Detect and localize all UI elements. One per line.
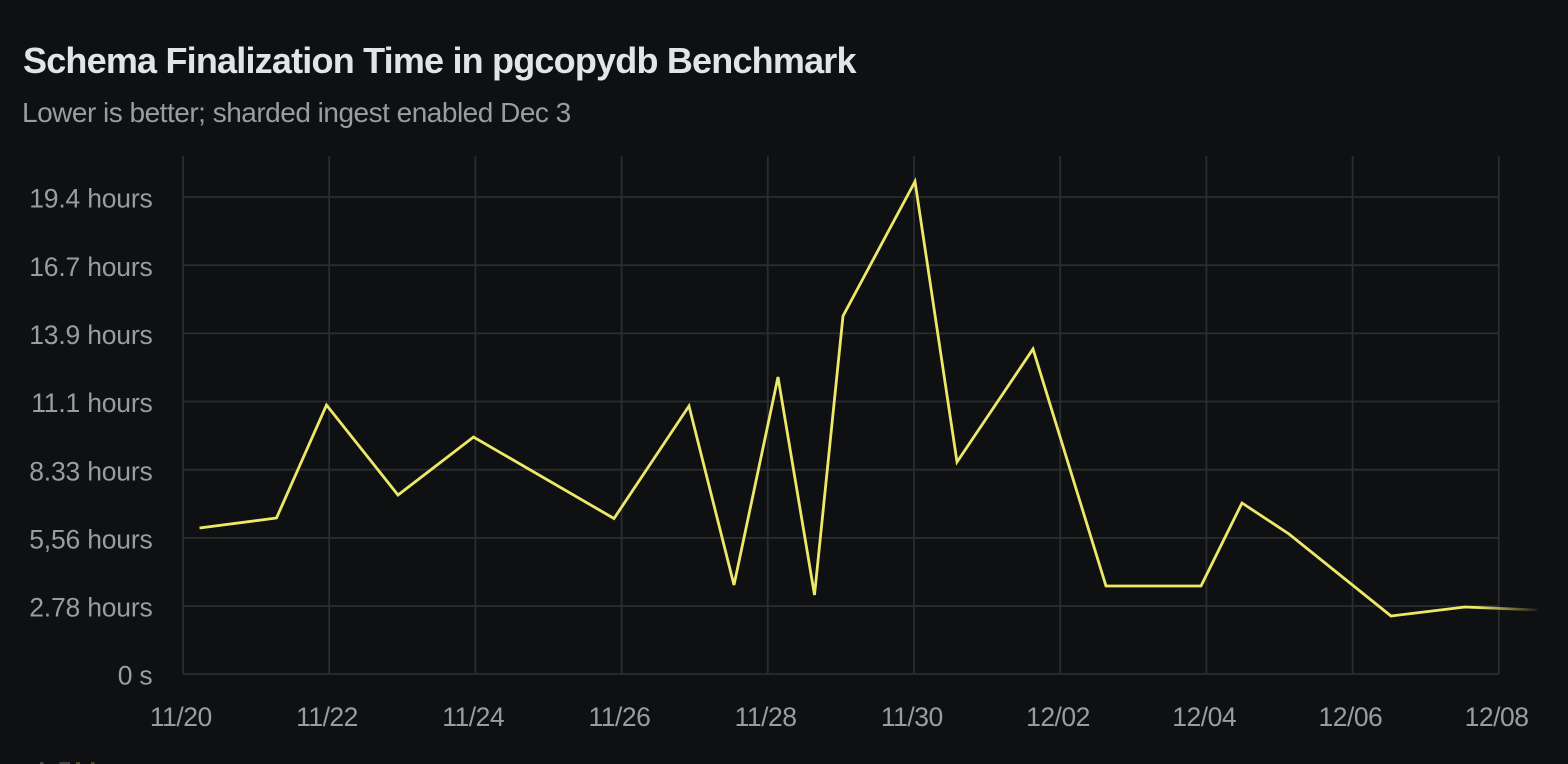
svg-text:13.9 hours: 13.9 hours [29, 320, 152, 350]
svg-text:16.7 hours: 16.7 hours [29, 252, 152, 282]
svg-text:11/26: 11/26 [588, 702, 650, 732]
svg-text:12/04: 12/04 [1172, 702, 1236, 732]
svg-text:8.33 hours: 8.33 hours [29, 456, 152, 486]
svg-text:11/20: 11/20 [150, 702, 212, 732]
svg-text:11.1 hours: 11.1 hours [31, 388, 152, 418]
svg-text:2.78 hours: 2.78 hours [29, 593, 152, 623]
svg-text:11/30: 11/30 [881, 702, 943, 732]
svg-text:11/22: 11/22 [296, 702, 358, 732]
svg-text:12/08: 12/08 [1465, 702, 1529, 732]
svg-text:5,56 hours: 5,56 hours [29, 525, 152, 555]
svg-text:0 s: 0 s [118, 661, 153, 691]
svg-text:11/24: 11/24 [442, 702, 504, 732]
svg-text:12/02: 12/02 [1026, 702, 1090, 732]
svg-text:12/06: 12/06 [1318, 702, 1382, 732]
svg-text:11/28: 11/28 [735, 702, 797, 732]
svg-text:19.4 hours: 19.4 hours [29, 184, 152, 214]
